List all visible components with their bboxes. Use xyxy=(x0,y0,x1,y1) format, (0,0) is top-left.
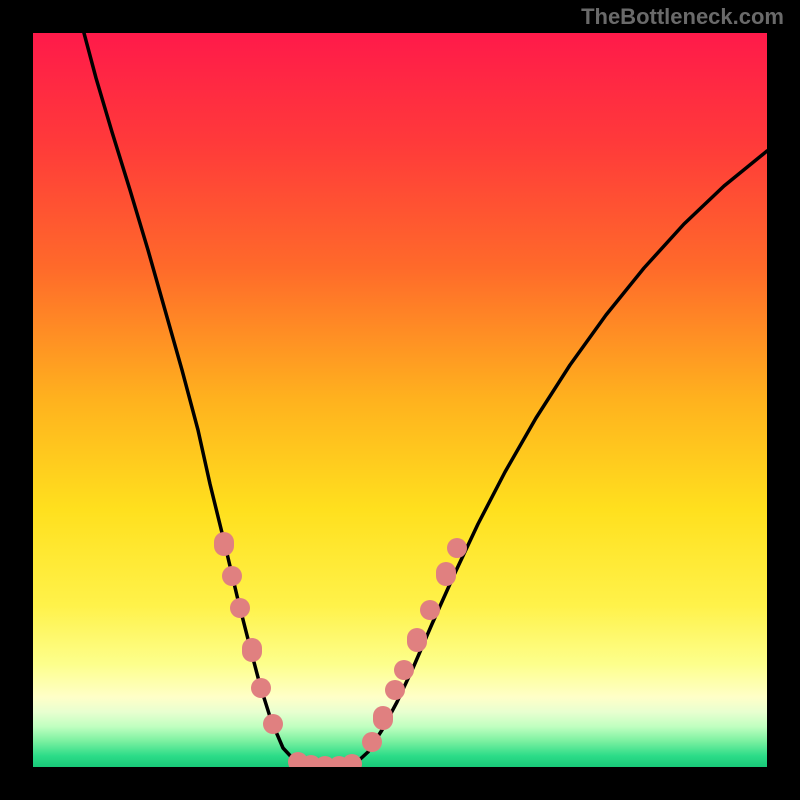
marker-circle xyxy=(447,538,467,558)
gradient-background xyxy=(33,33,767,767)
marker-capsule xyxy=(242,638,262,662)
plot-area xyxy=(33,33,767,767)
marker-capsule xyxy=(214,532,234,556)
marker-circle xyxy=(230,598,250,618)
marker-capsule xyxy=(436,562,456,586)
marker-capsule xyxy=(373,706,393,730)
marker-capsule xyxy=(407,628,427,652)
marker-circle xyxy=(222,566,242,586)
marker-circle xyxy=(251,678,271,698)
marker-circle xyxy=(394,660,414,680)
marker-circle xyxy=(263,714,283,734)
marker-circle xyxy=(420,600,440,620)
marker-circle xyxy=(385,680,405,700)
marker-circle xyxy=(362,732,382,752)
chart-svg xyxy=(33,33,767,767)
watermark-text: TheBottleneck.com xyxy=(581,4,784,30)
